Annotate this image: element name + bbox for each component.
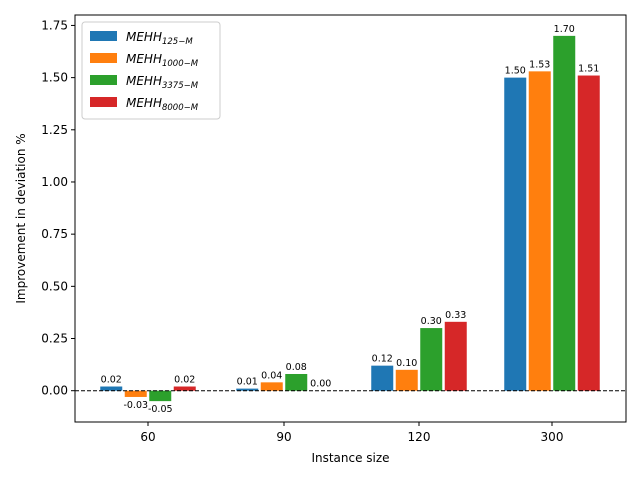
y-tick-label: 0.00 <box>41 384 68 398</box>
legend-box <box>81 21 221 120</box>
legend-entry-name: MEHH <box>126 52 162 66</box>
y-tick-label: 1.75 <box>41 18 68 32</box>
y-tick-label: 0.25 <box>41 332 68 346</box>
x-axis: 60 90 120 300 <box>140 422 563 444</box>
x-tick-label: 90 <box>276 430 291 444</box>
bar-series-2-60 <box>124 390 147 397</box>
bar-series-2-300 <box>528 71 551 391</box>
plot-area-frame <box>74 14 627 423</box>
bar-series-1-90 <box>236 388 259 391</box>
bar-value-label: -0.05 <box>148 404 173 415</box>
legend-swatch <box>90 97 117 107</box>
bar-series-3-300 <box>553 35 576 391</box>
bar-value-label: 0.30 <box>421 316 442 327</box>
y-tick-label: 1.25 <box>41 123 68 137</box>
bar-series-4-60 <box>173 386 196 391</box>
x-tick-label: 60 <box>140 430 155 444</box>
bar-value-label: 0.08 <box>286 362 307 373</box>
legend-entry-subscript: 1000−M <box>162 59 199 69</box>
bars-layer <box>100 35 600 402</box>
y-tick-label: 0.75 <box>41 227 68 241</box>
x-tick-label: 120 <box>408 430 431 444</box>
legend-entry-name: MEHH <box>126 96 162 110</box>
legend-swatch <box>90 53 117 63</box>
legend-entry-name: MEHH <box>126 30 162 44</box>
bar-series-1-120 <box>371 365 394 391</box>
bar-value-label: 0.02 <box>174 375 195 386</box>
bar-value-label: 1.50 <box>505 66 526 77</box>
bar-series-1-300 <box>504 77 527 391</box>
y-axis: 0.00 0.25 0.50 0.75 1.00 1.25 1.50 1.75 <box>41 18 75 398</box>
bar-value-label: 0.01 <box>237 377 258 388</box>
legend-entry-subscript: 8000−M <box>162 103 199 113</box>
legend-entry: MEHH1000−M <box>126 52 199 69</box>
legend-entry-subscript: 125−M <box>162 37 193 47</box>
bar-value-label: -0.03 <box>123 400 148 411</box>
bar-value-label: 0.12 <box>372 354 393 365</box>
bar-series-4-300 <box>577 75 600 391</box>
y-tick-label: 1.00 <box>41 175 68 189</box>
legend-swatch <box>90 31 117 41</box>
bar-value-label: 0.00 <box>310 379 331 390</box>
legend-entry-subscript: 3375−M <box>162 81 199 91</box>
bar-value-label: 1.53 <box>529 59 550 70</box>
y-axis-label: Improvement in deviation % <box>14 133 28 303</box>
bar-series-3-90 <box>285 373 308 391</box>
x-axis-label: Instance size <box>311 451 389 465</box>
legend-entry: MEHH125−M <box>126 30 193 47</box>
bar-series-2-120 <box>395 369 418 391</box>
bar-series-3-60 <box>149 390 172 402</box>
y-tick-label: 0.50 <box>41 279 68 293</box>
legend-entry: MEHH8000−M <box>126 96 199 113</box>
legend-entry: MEHH3375−M <box>126 74 199 91</box>
bar-value-label: 0.02 <box>101 375 122 386</box>
bar-value-label: 1.70 <box>554 24 575 35</box>
bar-value-label: 0.10 <box>396 358 417 369</box>
legend-swatch <box>90 75 117 85</box>
y-tick-label: 1.50 <box>41 71 68 85</box>
bar-value-label: 0.04 <box>261 370 282 381</box>
legend-entry-name: MEHH <box>126 74 162 88</box>
bar-series-1-60 <box>100 386 123 391</box>
bar-series-2-90 <box>260 382 283 391</box>
bar-value-label: 1.51 <box>578 64 599 75</box>
bar-series-3-120 <box>420 328 443 391</box>
bar-labels-layer: 0.02 0.01 0.12 1.50 -0.03 0.04 0.10 1.53 -0.05 0.… <box>101 24 600 415</box>
bar-value-label: 0.33 <box>445 310 466 321</box>
bar-series-4-120 <box>444 321 467 391</box>
x-tick-label: 300 <box>541 430 564 444</box>
